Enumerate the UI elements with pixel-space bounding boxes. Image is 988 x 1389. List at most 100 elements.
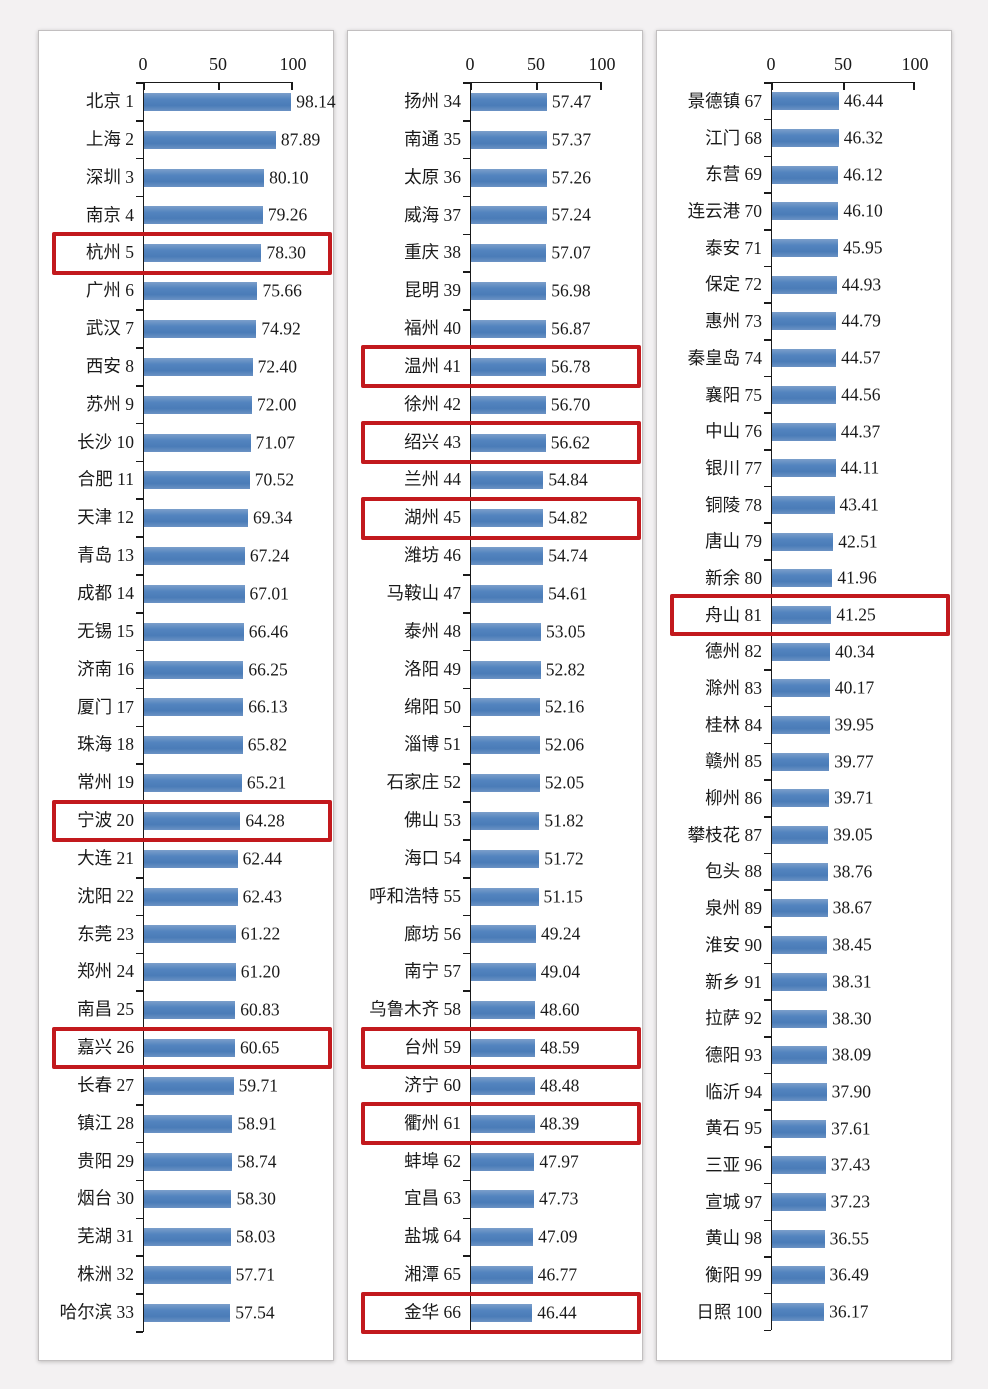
chart-row: 扬州 34 57.47 <box>348 82 642 121</box>
chart-row: 宣城 97 37.23 <box>657 1182 951 1221</box>
score-value-label: 49.04 <box>540 961 581 982</box>
chart-row: 济南 16 66.25 <box>39 649 333 689</box>
city-label: 佛山 53 <box>404 810 461 831</box>
score-bar <box>772 165 839 184</box>
bar-plot-area: 66.46 <box>136 612 294 651</box>
score-value-label: 74.92 <box>261 318 301 339</box>
city-label: 厦门 17 <box>77 696 134 717</box>
chart-row: 武汉 7 74.92 <box>39 309 333 348</box>
bar-plot-area: 62.43 <box>136 876 294 916</box>
score-value-label: 46.44 <box>537 1302 577 1323</box>
bar-plot-area: 38.67 <box>764 889 916 927</box>
score-value-label: 56.78 <box>550 356 591 377</box>
chart-row: 滁州 83 40.17 <box>657 669 951 707</box>
bar-plot-area: 65.21 <box>136 763 294 803</box>
score-bar <box>772 202 839 221</box>
score-value-label: 44.93 <box>841 274 882 295</box>
chart-row: 铜陵 78 43.41 <box>657 485 951 524</box>
score-value-label: 45.95 <box>843 237 883 258</box>
score-bar <box>471 1266 533 1285</box>
bar-plot-area: 49.04 <box>463 952 603 992</box>
bar-plot-area: 51.82 <box>463 801 603 840</box>
x-axis: 0 50 100 <box>657 31 951 90</box>
chart-row: 重庆 38 57.07 <box>348 233 642 273</box>
score-bar <box>144 509 248 528</box>
city-label: 哈尔滨 33 <box>59 1302 134 1322</box>
score-value-label: 67.24 <box>249 545 290 566</box>
bar-plot-area: 48.39 <box>463 1103 603 1143</box>
bar-plot-area: 51.15 <box>463 876 603 916</box>
score-value-label: 57.37 <box>551 129 592 150</box>
chart-row: 苏州 9 72.00 <box>39 384 333 424</box>
bar-plot-area: 72.00 <box>136 384 296 424</box>
chart-row: 贵阳 29 58.74 <box>39 1141 333 1181</box>
city-label: 湖州 45 <box>404 507 461 528</box>
bar-plot-area: 60.65 <box>136 1028 294 1067</box>
score-value-label: 44.56 <box>841 384 881 405</box>
chart-row: 株洲 32 57.71 <box>39 1255 333 1294</box>
city-label: 德阳 93 <box>705 1044 762 1065</box>
score-bar <box>471 1152 535 1171</box>
score-value-label: 62.43 <box>242 886 283 907</box>
city-label: 绵阳 50 <box>404 696 461 717</box>
score-bar <box>772 1156 826 1175</box>
city-label: 乌鲁木齐 58 <box>369 999 461 1020</box>
bar-plot-area: 46.32 <box>764 118 916 157</box>
bar-plot-area: 52.06 <box>463 725 603 765</box>
score-bar <box>772 789 830 808</box>
chart-row: 拉萨 92 38.30 <box>657 999 951 1037</box>
score-value-label: 87.89 <box>280 129 321 150</box>
bar-plot-area: 39.71 <box>764 779 916 817</box>
score-value-label: 75.66 <box>262 280 302 301</box>
score-value-label: 64.28 <box>245 810 285 831</box>
city-label: 宁波 20 <box>77 810 134 831</box>
score-value-label: 48.59 <box>540 1037 580 1058</box>
city-label: 宣城 97 <box>705 1191 762 1212</box>
score-bar <box>471 92 547 111</box>
city-label: 徐州 42 <box>404 393 461 414</box>
city-label: 南通 35 <box>404 128 461 149</box>
axis-tick-mark <box>600 82 602 90</box>
bar-plot-area: 54.82 <box>463 498 603 538</box>
city-label: 扬州 34 <box>404 91 461 111</box>
score-bar <box>772 862 828 881</box>
score-value-label: 37.23 <box>830 1191 870 1212</box>
score-value-label: 48.39 <box>539 1113 580 1134</box>
city-label: 芜湖 31 <box>77 1226 134 1247</box>
bar-plot-area: 71.07 <box>136 422 295 462</box>
bar-plot-area: 51.72 <box>463 839 603 878</box>
bar-plot-area: 46.12 <box>764 155 916 194</box>
score-value-label: 47.97 <box>539 1151 579 1172</box>
chart-row-highlighted: 温州 41 56.78 <box>348 345 642 389</box>
score-value-label: 53.05 <box>546 621 586 642</box>
city-label: 南昌 25 <box>77 999 134 1020</box>
bar-plot-area: 45.95 <box>764 228 916 267</box>
score-bar <box>144 1266 231 1285</box>
city-label: 蚌埠 62 <box>404 1150 461 1171</box>
city-label: 大连 21 <box>77 847 134 868</box>
city-label: 呼和浩特 55 <box>369 885 461 906</box>
score-bar <box>772 349 837 368</box>
chart-row: 南京 4 79.26 <box>39 195 333 235</box>
city-label: 新余 80 <box>705 567 762 588</box>
bar-plot-area: 38.09 <box>764 1036 916 1074</box>
bar-plot-area: 56.78 <box>463 347 603 386</box>
bar-plot-area: 66.13 <box>136 687 294 727</box>
city-label: 马鞍山 47 <box>386 582 461 603</box>
chart-row: 衡阳 99 36.49 <box>657 1256 951 1294</box>
city-label: 重庆 38 <box>404 242 461 263</box>
chart-row: 郑州 24 61.20 <box>39 952 333 992</box>
score-bar <box>471 1228 534 1247</box>
city-label: 福州 40 <box>404 318 461 339</box>
score-bar <box>772 752 830 771</box>
chart-row: 长沙 10 71.07 <box>39 422 333 462</box>
score-value-label: 52.16 <box>544 696 585 717</box>
chart-row: 惠州 73 44.79 <box>657 302 951 340</box>
bar-plot-area: 58.03 <box>136 1217 294 1257</box>
chart-row: 无锡 15 66.46 <box>39 612 333 651</box>
score-value-label: 56.98 <box>551 280 591 301</box>
bar-plot-area: 48.59 <box>463 1028 603 1067</box>
chart-row: 湘潭 65 46.77 <box>348 1255 642 1294</box>
bar-plot-area: 47.97 <box>463 1141 603 1181</box>
score-bar <box>144 130 276 149</box>
